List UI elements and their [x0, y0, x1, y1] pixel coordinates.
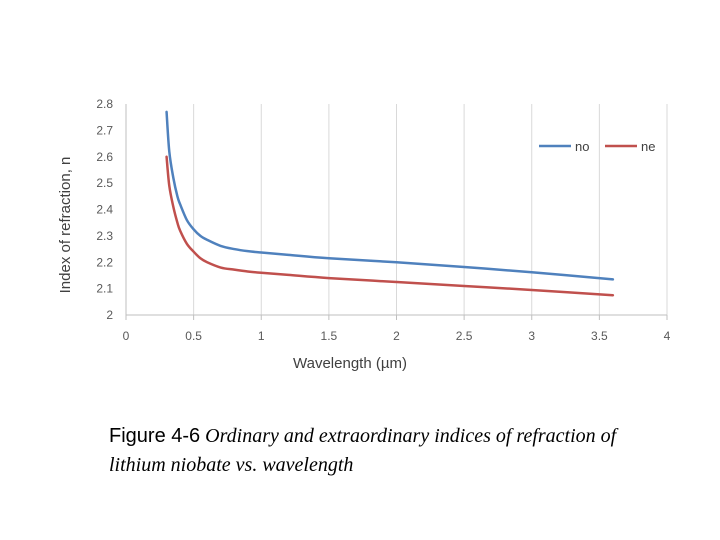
figure-caption: Figure 4-6 Ordinary and extraordinary in… [109, 422, 649, 480]
y-tick-label: 2.6 [96, 150, 113, 164]
x-tick-labels: 0 0.5 1 1.5 2 2.5 3 3.5 4 [123, 315, 671, 343]
y-tick-label: 2.3 [96, 229, 113, 243]
legend-label-no: no [575, 139, 589, 154]
x-tick-label: 1.5 [321, 329, 338, 343]
series-lines [165, 110, 615, 297]
x-tick-label: 2.5 [456, 329, 473, 343]
series-line-ne [165, 155, 615, 297]
x-tick-label: 1 [258, 329, 265, 343]
y-tick-labels: 2 2.1 2.2 2.3 2.4 2.5 2.6 2.7 2.8 [96, 97, 113, 322]
x-tick-label: 0.5 [185, 329, 202, 343]
y-tick-label: 2.4 [96, 203, 113, 217]
y-tick-label: 2.7 [96, 123, 113, 137]
y-tick-label: 2 [106, 308, 113, 322]
x-tick-label: 3 [528, 329, 535, 343]
legend-label-ne: ne [641, 139, 655, 154]
y-axis-title: Index of refraction, n [57, 157, 74, 294]
y-tick-label: 2.8 [96, 97, 113, 111]
x-tick-label: 4 [664, 329, 671, 343]
x-tick-label: 0 [123, 329, 130, 343]
series-line-no [165, 110, 615, 281]
caption-label: Figure 4-6 [109, 425, 201, 447]
legend: no ne [539, 139, 655, 154]
y-tick-label: 2.2 [96, 255, 113, 269]
x-tick-label: 2 [393, 329, 400, 343]
x-tick-label: 3.5 [591, 329, 608, 343]
caption-text: Ordinary and extraordinary indices of re… [109, 425, 617, 476]
chart: 0 0.5 1 1.5 2 2.5 3 3.5 4 2 2.1 2.2 2.3 2.4 2.5 2.6 2.7… [57, 97, 671, 372]
grid-lines [193, 104, 668, 315]
y-tick-label: 2.1 [96, 282, 113, 296]
x-axis-title: Wavelength (µm) [293, 355, 407, 372]
y-tick-label: 2.5 [96, 176, 113, 190]
